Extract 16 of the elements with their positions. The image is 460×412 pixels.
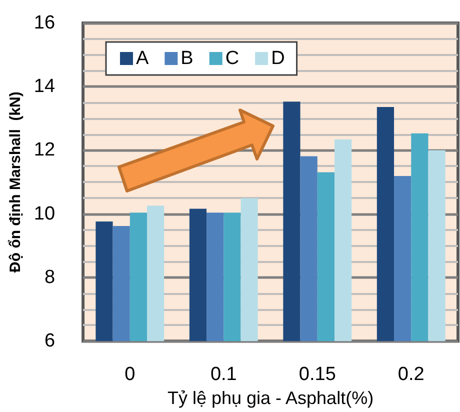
y-tick-label: 10 (34, 203, 56, 224)
y-tick-label: 6 (44, 330, 56, 352)
legend-label: C (225, 48, 240, 69)
y-tick-label: 16 (34, 12, 56, 34)
legend-label: B (180, 48, 194, 69)
y-tick-label: 14 (34, 76, 56, 98)
legend-label: A (136, 48, 149, 69)
y-tick-label: 12 (34, 140, 56, 161)
x-tick-label: 0.2 (398, 364, 424, 386)
legend-label: D (271, 48, 285, 69)
x-tick-label: 0.15 (298, 364, 336, 386)
x-tick-label: 0 (124, 364, 136, 386)
x-axis-title: Tỷ lệ phụ gia - Asphalt(%) (167, 388, 374, 408)
x-tick-label: 0.1 (210, 364, 237, 386)
y-axis-title: Độ ổn định Marshall (kN) (7, 92, 24, 272)
y-tick-label: 8 (44, 266, 56, 288)
